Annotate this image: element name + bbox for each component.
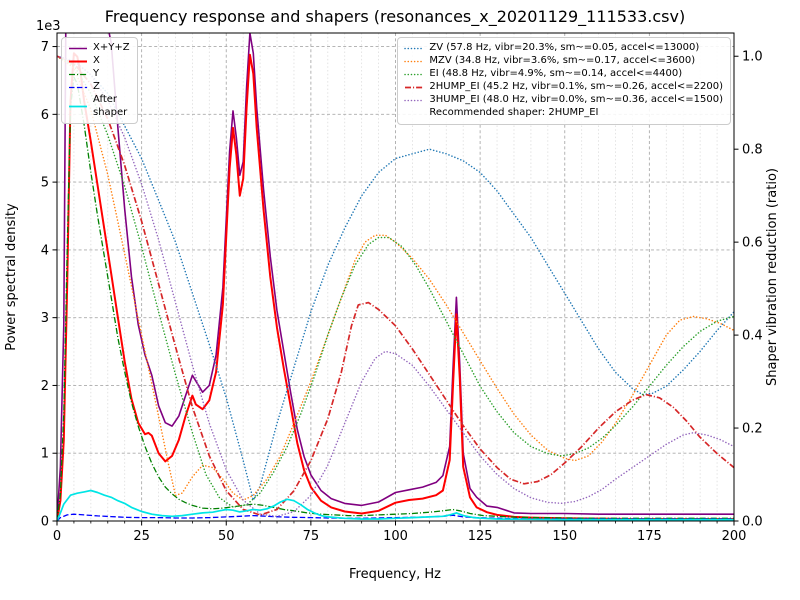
y-left-tick-label: 4 bbox=[41, 243, 49, 258]
series-hump2 bbox=[57, 55, 734, 516]
legend-line-xyz bbox=[69, 47, 87, 50]
legend-label-after: After shaper bbox=[93, 94, 128, 118]
legend-item-xyz: X+Y+Z bbox=[68, 42, 130, 55]
legend-label-z: Z bbox=[93, 81, 100, 93]
legend-label-hump2: 2HUMP_EI (45.2 Hz, vibr=0.1%, sm~=0.26, … bbox=[429, 81, 723, 93]
legend-item-x: X bbox=[68, 55, 130, 68]
x-tick-label: 100 bbox=[383, 529, 408, 544]
legend-line-hump2 bbox=[405, 86, 424, 89]
legend-item-y: Y bbox=[68, 68, 130, 81]
legend-line-ei bbox=[404, 73, 425, 76]
legend-label-ei: EI (48.8 Hz, vibr=4.9%, sm~=0.14, accel<… bbox=[429, 68, 683, 80]
legend-label-mzv: MZV (34.8 Hz, vibr=3.6%, sm~=0.17, accel… bbox=[429, 55, 696, 67]
legend-line-zv bbox=[404, 47, 425, 50]
y-right-axis-label: Shaper vibration reduction (ratio) bbox=[765, 168, 780, 386]
legend-item-ei: EI (48.8 Hz, vibr=4.9%, sm~=0.14, accel<… bbox=[404, 68, 723, 81]
y-right-tick-label: 0.6 bbox=[742, 236, 763, 251]
legend-item-after: After shaper bbox=[68, 94, 130, 119]
legend-item-mzv: MZV (34.8 Hz, vibr=3.6%, sm~=0.17, accel… bbox=[404, 55, 723, 68]
y-right-tick-label: 1.0 bbox=[742, 50, 763, 65]
legend-label-xyz: X+Y+Z bbox=[93, 42, 130, 54]
legend-label-hump3: 3HUMP_EI (48.0 Hz, vibr=0.0%, sm~=0.36, … bbox=[429, 94, 723, 106]
legend-label-y: Y bbox=[93, 68, 100, 80]
y-left-tick-label: 6 bbox=[41, 108, 49, 123]
x-axis-label: Frequency, Hz bbox=[349, 567, 441, 582]
psd-legend: X+Y+Z X Y Z After shaper bbox=[61, 37, 138, 124]
series-zv bbox=[57, 55, 734, 501]
legend-item-z: Z bbox=[68, 81, 130, 94]
legend-line-hump3 bbox=[404, 99, 425, 102]
y-left-axis-label: Power spectral density bbox=[4, 203, 19, 351]
legend-line-z bbox=[69, 86, 87, 89]
y-left-tick-label: 1 bbox=[41, 447, 49, 462]
y-left-tick-label: 5 bbox=[41, 176, 49, 191]
x-tick-label: 125 bbox=[468, 529, 493, 544]
legend-label-x: X bbox=[93, 55, 100, 67]
y-left-tick-label: 7 bbox=[41, 40, 49, 55]
y-left-tick-label: 0 bbox=[41, 515, 49, 530]
legend-line-after bbox=[69, 105, 87, 108]
x-tick-label: 175 bbox=[637, 529, 662, 544]
legend-line-mzv bbox=[404, 60, 425, 63]
series-hump3 bbox=[57, 55, 734, 518]
series-ei bbox=[57, 55, 734, 508]
y-left-tick-label: 2 bbox=[41, 379, 49, 394]
y-right-tick-label: 0.2 bbox=[742, 422, 763, 437]
axis-ticks: 0 25 50 75 100 125 150 175 200 0 1 2 3 4 5 6 7 0.0 0.2 0.4 0… bbox=[41, 40, 763, 544]
series-mzv bbox=[57, 55, 734, 501]
x-tick-label: 50 bbox=[218, 529, 235, 544]
x-tick-label: 25 bbox=[133, 529, 150, 544]
legend-item-zv: ZV (57.8 Hz, vibr=20.3%, sm~=0.05, accel… bbox=[404, 42, 723, 55]
series-group bbox=[57, 33, 734, 521]
y-left-offset-text: 1e3 bbox=[36, 19, 61, 34]
legend-line-y bbox=[69, 73, 87, 76]
x-tick-label: 150 bbox=[552, 529, 577, 544]
y-right-tick-label: 0.4 bbox=[742, 329, 763, 344]
y-left-tick-label: 3 bbox=[41, 311, 49, 326]
chart-title: Frequency response and shapers (resonanc… bbox=[105, 7, 685, 27]
series-after bbox=[57, 489, 734, 521]
series-xyz bbox=[57, 33, 734, 521]
series-z bbox=[57, 513, 734, 521]
shaper-legend: ZV (57.8 Hz, vibr=20.3%, sm~=0.05, accel… bbox=[397, 37, 731, 125]
legend-line-x bbox=[69, 60, 87, 63]
x-tick-label: 0 bbox=[53, 529, 61, 544]
y-right-tick-label: 0.8 bbox=[742, 143, 763, 158]
series-x bbox=[57, 52, 734, 521]
legend-item-hump2: 2HUMP_EI (45.2 Hz, vibr=0.1%, sm~=0.26, … bbox=[404, 81, 723, 94]
x-tick-label: 200 bbox=[722, 529, 747, 544]
legend-label-zv: ZV (57.8 Hz, vibr=20.3%, sm~=0.05, accel… bbox=[429, 42, 700, 54]
x-tick-label: 75 bbox=[303, 529, 320, 544]
y-right-tick-label: 0.0 bbox=[742, 515, 763, 530]
recommended-shaper-note: Recommended shaper: 2HUMP_EI bbox=[429, 107, 599, 118]
legend-item-hump3: 3HUMP_EI (48.0 Hz, vibr=0.0%, sm~=0.36, … bbox=[404, 94, 723, 107]
